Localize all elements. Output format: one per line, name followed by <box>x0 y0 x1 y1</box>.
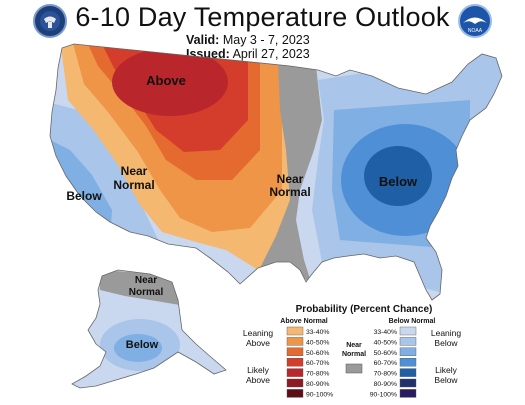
legend-above-bin-swatch-5 <box>286 378 304 388</box>
valid-line: Valid: May 3 - 7, 2023 <box>186 33 310 47</box>
legend-likely-below-line2: Below <box>434 375 458 385</box>
label-near-alaska-line1: Near <box>135 275 157 286</box>
legend-below-bin-swatch-4 <box>399 368 417 377</box>
alaska-outline <box>71 269 227 389</box>
legend: Probability (Percent Chance) Above Norma… <box>243 304 462 398</box>
legend-leaning-below-line2: Below <box>434 338 458 348</box>
legend-below-header: Below Normal <box>389 318 436 325</box>
legend-below-bin-swatch-6 <box>399 389 417 398</box>
legend-above-bin-swatch-6 <box>286 389 304 398</box>
conus-outline <box>49 43 503 301</box>
noaa-logo-text: NOAA <box>468 28 483 34</box>
label-near-central-line1: Near <box>277 172 304 186</box>
legend-likely-above-line1: Likely <box>247 365 269 375</box>
legend-below-bin-label-3: 60-70% <box>374 360 397 367</box>
legend-near-swatch <box>345 363 363 374</box>
legend-above-header: Above Normal <box>280 318 328 325</box>
legend-leaning-below-line1: Leaning <box>431 328 462 338</box>
legend-above-bin-swatch-1 <box>286 337 304 346</box>
legend-below-bin-swatch-0 <box>399 326 417 336</box>
legend-below-bin-swatch-5 <box>399 378 417 388</box>
label-near-west-line1: Near <box>121 164 148 178</box>
valid-value: May 3 - 7, 2023 <box>222 33 310 47</box>
label-near-alaska-line2: Normal <box>129 287 164 298</box>
legend-above-bin-label-1: 40-50% <box>306 339 329 346</box>
legend-likely-below-line1: Likely <box>435 365 457 375</box>
legend-below-bin-label-1: 40-50% <box>374 339 397 346</box>
doc-seal-icon <box>33 4 67 38</box>
legend-near-header-line2: Normal <box>342 351 366 358</box>
legend-below-bin-label-5: 80-90% <box>374 381 397 388</box>
noaa-gull-icon: NOAA <box>463 17 487 34</box>
legend-below-bin-label-4: 70-80% <box>374 371 397 378</box>
noaa-logo-icon: NOAA <box>458 4 492 38</box>
legend-above-bin-label-4: 70-80% <box>306 371 329 378</box>
label-below-west: Below <box>66 189 102 203</box>
legend-above-bin-label-5: 80-90% <box>306 381 329 388</box>
legend-above-bin-label-6: 90-100% <box>306 391 333 398</box>
page-title: 6-10 Day Temperature Outlook <box>75 2 450 32</box>
legend-above-bin-swatch-4 <box>286 368 304 377</box>
eagle-icon <box>40 11 60 31</box>
label-below-alaska: Below <box>126 339 159 351</box>
legend-near-header-line1: Near <box>346 342 362 349</box>
legend-below-bin-label-2: 50-60% <box>374 350 397 357</box>
label-near-west-line2: Normal <box>113 178 154 192</box>
legend-below-bin-swatch-1 <box>399 337 417 346</box>
legend-above-bin-label-0: 33-40% <box>306 329 329 336</box>
label-above: Above <box>146 73 186 88</box>
legend-below-bin-label-0: 33-40% <box>374 329 397 336</box>
label-below-east: Below <box>379 174 418 189</box>
conus-shading <box>50 44 502 300</box>
legend-above-bin-label-3: 60-70% <box>306 360 329 367</box>
legend-below-bin-swatch-3 <box>399 358 417 367</box>
legend-leaning-above-line1: Leaning <box>243 328 274 338</box>
legend-likely-above-line2: Above <box>246 375 270 385</box>
legend-below-bin-swatch-2 <box>399 347 417 356</box>
label-near-central-line2: Normal <box>269 185 310 199</box>
legend-leaning-above-line2: Above <box>246 338 270 348</box>
legend-above-bin-swatch-2 <box>286 347 304 356</box>
legend-above-bin-label-2: 50-60% <box>306 350 329 357</box>
legend-below-bin-label-6: 90-100% <box>370 391 397 398</box>
legend-title: Probability (Percent Chance) <box>296 304 433 315</box>
legend-below-bins: 33-40% 40-50% 50-60% 60-70% 70-80% 80-90% 90-1… <box>370 326 417 398</box>
legend-above-bins: 33-40% 40-50% 50-60% 60-70% 70-80% 80-90% 90-1… <box>286 326 333 398</box>
issued-value: April 27, 2023 <box>232 47 310 61</box>
legend-above-bin-swatch-3 <box>286 358 304 367</box>
valid-label: Valid: <box>186 33 220 47</box>
legend-above-bin-swatch-0 <box>286 326 304 336</box>
